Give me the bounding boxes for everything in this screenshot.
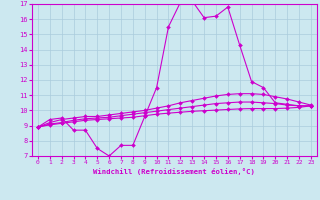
X-axis label: Windchill (Refroidissement éolien,°C): Windchill (Refroidissement éolien,°C)	[93, 168, 255, 175]
